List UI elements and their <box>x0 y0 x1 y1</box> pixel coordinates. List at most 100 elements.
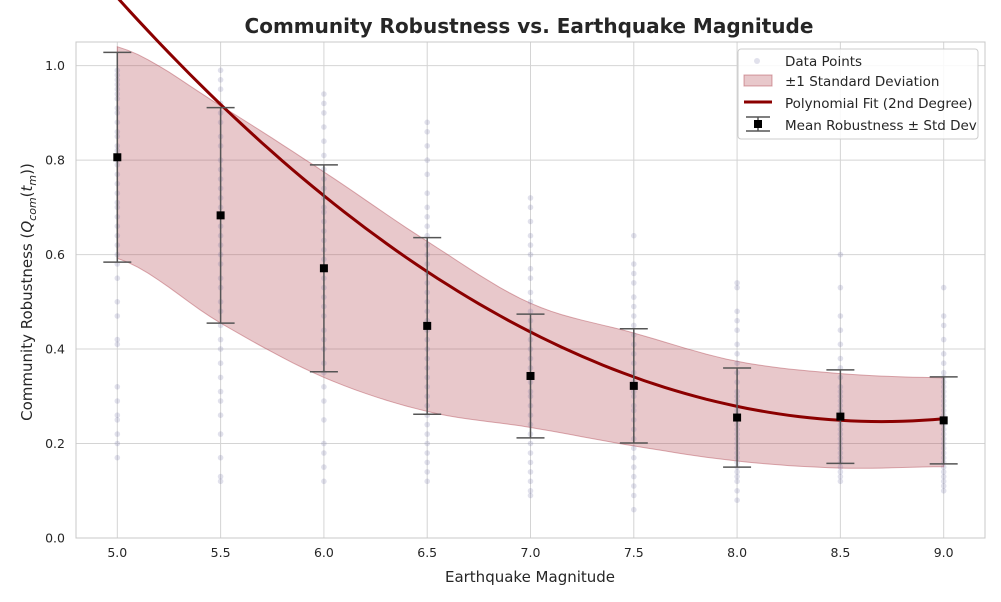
data-point <box>631 232 637 239</box>
data-point <box>424 204 431 211</box>
y-tick-label: 0.2 <box>45 436 65 451</box>
data-point <box>424 469 431 475</box>
x-tick-label: 6.0 <box>314 545 334 560</box>
data-point <box>734 497 740 504</box>
data-point <box>837 478 844 485</box>
data-point <box>837 469 844 475</box>
data-point <box>527 204 534 211</box>
data-point <box>940 478 947 485</box>
data-point <box>217 67 224 74</box>
data-point <box>321 124 327 130</box>
data-point <box>424 431 431 437</box>
data-point <box>837 327 844 334</box>
data-point <box>321 478 327 485</box>
data-point <box>527 242 534 248</box>
legend-mean-swatch <box>746 116 770 132</box>
data-point <box>527 478 534 485</box>
data-point <box>114 313 121 319</box>
x-axis-label: Earthquake Magnitude <box>445 568 615 586</box>
data-point <box>114 431 121 437</box>
data-point <box>940 473 947 480</box>
data-point <box>631 454 637 461</box>
data-point <box>217 412 224 419</box>
data-point <box>527 469 534 475</box>
data-point <box>321 100 327 107</box>
data-point <box>114 454 121 461</box>
data-point <box>837 341 844 348</box>
data-point <box>940 322 947 329</box>
data-point <box>631 261 637 267</box>
mean-marker <box>113 153 122 162</box>
data-point <box>631 294 637 300</box>
data-point <box>217 77 224 83</box>
data-point <box>527 265 534 272</box>
data-point <box>631 473 637 480</box>
data-point <box>424 478 431 485</box>
data-point <box>631 483 637 489</box>
data-point <box>114 412 121 419</box>
x-tick-label: 6.5 <box>417 545 437 560</box>
data-point <box>734 341 740 348</box>
x-tick-label: 9.0 <box>934 545 954 560</box>
data-point <box>631 280 637 286</box>
data-point <box>631 313 637 319</box>
data-point <box>424 129 431 135</box>
data-point <box>424 421 431 428</box>
data-point <box>734 351 740 357</box>
data-point <box>940 469 947 475</box>
data-point <box>217 431 224 437</box>
data-point <box>424 450 431 456</box>
data-point <box>114 336 121 343</box>
y-tick-label: 0.8 <box>45 153 65 168</box>
data-point <box>424 440 431 447</box>
data-point <box>217 478 224 485</box>
x-tick-label: 5.5 <box>211 545 231 560</box>
legend-points-swatch <box>754 58 760 64</box>
legend-mean-label: Mean Robustness ± Std Dev <box>785 118 977 134</box>
data-point <box>940 351 947 357</box>
data-point <box>217 360 224 367</box>
data-point <box>527 450 534 456</box>
data-point <box>734 308 740 315</box>
data-point <box>527 492 534 499</box>
data-point <box>424 119 431 126</box>
data-point <box>424 143 431 149</box>
data-point <box>940 313 947 319</box>
data-point <box>217 346 224 352</box>
data-point <box>631 322 637 329</box>
data-point <box>837 284 844 291</box>
data-point <box>527 289 534 296</box>
data-point <box>424 223 431 229</box>
data-point <box>114 440 121 447</box>
data-point <box>424 190 431 196</box>
data-point <box>527 459 534 466</box>
data-point <box>321 91 327 97</box>
data-point <box>837 313 844 319</box>
y-tick-label: 0.0 <box>45 531 65 546</box>
data-point <box>631 464 637 470</box>
data-point <box>527 275 534 282</box>
data-point <box>527 440 534 447</box>
data-point <box>114 417 121 423</box>
data-point <box>527 488 534 494</box>
chart-title: Community Robustness vs. Earthquake Magn… <box>245 14 814 38</box>
data-point <box>940 369 947 376</box>
data-point <box>217 336 224 343</box>
legend-fit-label: Polynomial Fit (2nd Degree) <box>785 96 972 112</box>
mean-markers <box>113 153 948 425</box>
data-point <box>217 473 224 480</box>
data-point <box>217 322 224 329</box>
data-point <box>321 110 327 116</box>
data-point <box>837 355 844 362</box>
data-point <box>217 388 224 395</box>
data-point <box>217 454 224 461</box>
data-point <box>114 299 121 305</box>
data-point <box>217 374 224 381</box>
y-tick-label: 1.0 <box>45 58 65 73</box>
data-point <box>114 341 121 348</box>
y-ticks: 0.0 0.2 0.4 0.6 0.8 1.0 <box>45 58 65 545</box>
legend-band-label: ±1 Standard Deviation <box>785 74 939 90</box>
legend-points-label: Data Points <box>785 54 862 70</box>
data-point <box>631 270 637 277</box>
data-point <box>734 488 740 494</box>
